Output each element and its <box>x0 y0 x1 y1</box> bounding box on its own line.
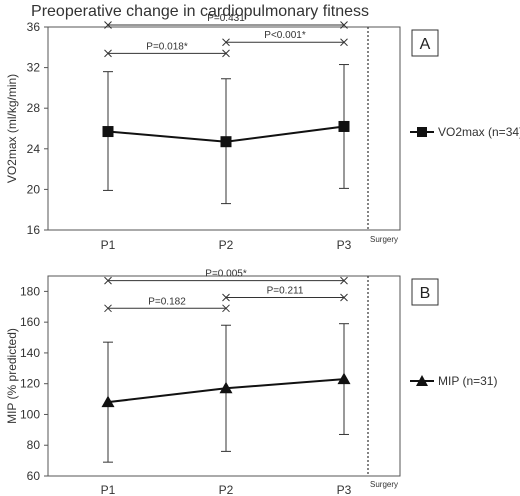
panel-a-comparison-end-mark <box>104 49 112 58</box>
panel-a-y-tick-label: 24 <box>27 142 41 156</box>
panel-a-comparison-end-mark <box>222 38 230 47</box>
panel-b-y-tick-label: 60 <box>27 469 41 483</box>
panel-b-data-point <box>219 381 233 394</box>
panel-b-y-axis-label: MIP (% predicted) <box>5 328 19 424</box>
panel-b-y-tick-label: 180 <box>20 284 40 298</box>
panel-b-comparison-end-mark <box>104 304 112 313</box>
panel-b-comparison-label: P=0.182 <box>148 296 186 307</box>
panel-b-panel-label: B <box>420 285 431 302</box>
panel-a-panel-label-box <box>411 29 439 57</box>
panel-b-surgery-label: Surgery <box>370 480 398 489</box>
panel-a-comparison-end-mark <box>222 49 230 58</box>
panel-b-x-tick-label: P1 <box>101 483 116 496</box>
panel-b-y-tick-label: 140 <box>20 346 40 360</box>
panel-b-x-tick-label: P3 <box>337 483 352 496</box>
panel-a-data-point <box>102 126 114 138</box>
panel-a-legend-label: VO2max (n=34) <box>438 125 520 139</box>
panel-a-y-tick-label: 16 <box>27 223 41 237</box>
panel-a-legend-marker <box>417 127 427 137</box>
panel-a-panel-label: A <box>420 36 431 53</box>
panel-a-comparison-label: P=0.431 <box>207 13 245 24</box>
panel-a-y-axis-label: VO2max (ml/kg/min) <box>5 74 19 183</box>
panel-a-comparison-end-mark <box>340 21 348 29</box>
panel-b-plot-frame <box>47 275 401 477</box>
panel-b-data-point <box>337 372 351 385</box>
panel-b-panel-label-box <box>411 278 439 306</box>
panel-b-y-tick-label: 120 <box>20 377 40 391</box>
panel-a-x-tick-label: P2 <box>219 238 234 252</box>
panel-b-comparison-end-mark <box>222 293 230 302</box>
panel-a-y-tick-label: 28 <box>27 101 41 115</box>
panel-a-plot-frame <box>47 26 401 231</box>
panel-a-comparison-end-mark <box>340 38 348 47</box>
panel-b-y-tick-label: 160 <box>20 315 40 329</box>
panel-a-y-tick-label: 36 <box>27 20 41 34</box>
panel-b-comparison-label: P=0.005* <box>205 269 247 280</box>
panel-b-comparison-label: P=0.211 <box>267 286 304 297</box>
panel-a-comparison-end-mark <box>104 21 112 29</box>
panel-b-comparison-end-mark <box>340 293 348 302</box>
panel-a-comparison-label: P<0.001* <box>264 30 306 41</box>
panel-b-data-point <box>101 395 115 408</box>
panel-a-surgery-label: Surgery <box>370 235 398 244</box>
panel-b-y-tick-label: 80 <box>27 438 41 452</box>
panel-a-data-point <box>338 120 350 132</box>
panel-a-y-tick-label: 32 <box>27 61 41 75</box>
panel-b-legend-marker <box>416 375 428 386</box>
panel-b-legend-label: MIP (n=31) <box>438 374 497 388</box>
panel-a-comparison-label: P=0.018* <box>146 41 188 52</box>
panel-a-x-tick-label: P1 <box>101 238 116 252</box>
panel-a-x-tick-label: P3 <box>337 238 352 252</box>
panel-b-comparison-end-mark <box>222 304 230 313</box>
panel-b-comparison-end-mark <box>104 276 112 285</box>
panel-a-data-point <box>220 136 232 148</box>
panel-b-comparison-end-mark <box>340 276 348 285</box>
chart-title: Preoperative change in cardiopulmonary f… <box>31 3 369 20</box>
panel-b-x-tick-label: P2 <box>219 483 234 496</box>
panel-b-y-tick-label: 100 <box>20 407 40 421</box>
panel-a-y-tick-label: 20 <box>27 182 41 196</box>
